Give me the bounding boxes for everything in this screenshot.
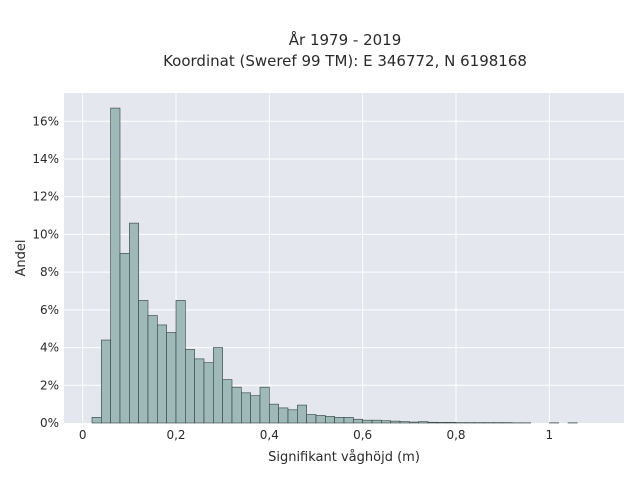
histogram-bar (371, 419, 382, 424)
histogram-bar (315, 415, 326, 424)
histogram-bar (353, 418, 363, 424)
x-tick-label: 1 (546, 428, 554, 442)
histogram-bar (437, 422, 447, 424)
histogram-bar (297, 404, 307, 424)
histogram-bar (119, 252, 130, 424)
y-tick-label: 12% (32, 190, 59, 204)
histogram-bar (278, 407, 289, 424)
histogram-bar (194, 358, 205, 424)
histogram-bar (446, 422, 457, 424)
y-tick-label: 0% (40, 416, 59, 430)
histogram-bar (101, 339, 111, 424)
histogram-bar (231, 386, 242, 424)
histogram-bar (418, 421, 429, 424)
histogram-bar (362, 419, 373, 424)
histogram-bar (129, 222, 139, 424)
histogram-bar (427, 421, 438, 424)
y-tick-label: 10% (32, 227, 59, 241)
histogram-bar (287, 409, 298, 424)
histogram-bar (91, 417, 102, 424)
chart-title: År 1979 - 2019 (289, 30, 402, 49)
histogram-bar (250, 395, 261, 424)
histogram-bar (110, 107, 121, 424)
histogram-bar (138, 300, 149, 424)
chart-subtitle: Koordinat (Sweref 99 TM): E 346772, N 61… (163, 52, 527, 70)
histogram-bar (185, 349, 195, 424)
histogram-bar (381, 420, 391, 424)
y-tick-label: 16% (32, 114, 59, 128)
histogram-bar (259, 386, 270, 424)
histogram-bar (241, 392, 251, 424)
histogram-bar (269, 403, 279, 424)
y-tick-label: 6% (40, 303, 59, 317)
histogram-bar (409, 421, 419, 424)
histogram-bar (147, 315, 158, 424)
histogram-bar (213, 347, 223, 424)
histogram-bar (203, 362, 214, 424)
histogram-bar (390, 420, 401, 424)
x-tick-label: 0,2 (166, 428, 185, 442)
histogram-bar (175, 300, 186, 424)
histogram-bar (343, 417, 354, 424)
y-tick-label: 2% (40, 378, 59, 392)
x-tick-label: 0 (79, 428, 87, 442)
y-tick-label: 8% (40, 265, 59, 279)
y-axis-ticks: 0% 2% 4% 6% 8% 10% 12% 14% 16% (32, 114, 59, 430)
histogram-bar (325, 416, 335, 424)
histogram-bar (166, 332, 177, 424)
y-tick-label: 14% (32, 152, 59, 166)
y-tick-label: 4% (40, 341, 59, 355)
y-axis-label: Andel (14, 240, 29, 277)
histogram-bar (306, 414, 317, 424)
histogram-bar (399, 421, 410, 424)
histogram-bar (157, 324, 167, 424)
x-tick-label: 0,6 (353, 428, 372, 442)
x-tick-label: 0,4 (260, 428, 279, 442)
histogram-bar (222, 379, 233, 424)
x-axis-label: Signifikant våghöjd (m) (268, 450, 420, 465)
x-tick-label: 0,8 (446, 428, 465, 442)
x-axis-ticks: 0 0,2 0,4 0,6 0,8 1 (79, 428, 553, 442)
bars (91, 107, 578, 424)
histogram-bar (334, 417, 345, 424)
